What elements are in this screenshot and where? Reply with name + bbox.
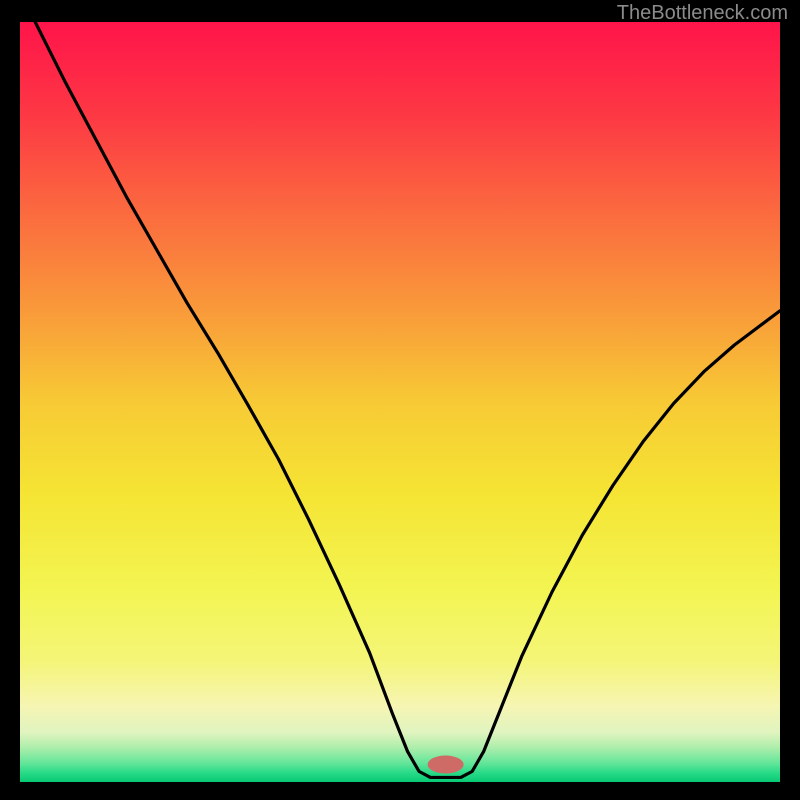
watermark-text: TheBottleneck.com <box>617 2 788 25</box>
chart-frame: TheBottleneck.com <box>0 0 800 800</box>
minimum-marker <box>428 756 464 774</box>
plot-area <box>20 22 780 782</box>
bottleneck-curve <box>35 22 780 777</box>
curve-layer <box>20 22 780 782</box>
